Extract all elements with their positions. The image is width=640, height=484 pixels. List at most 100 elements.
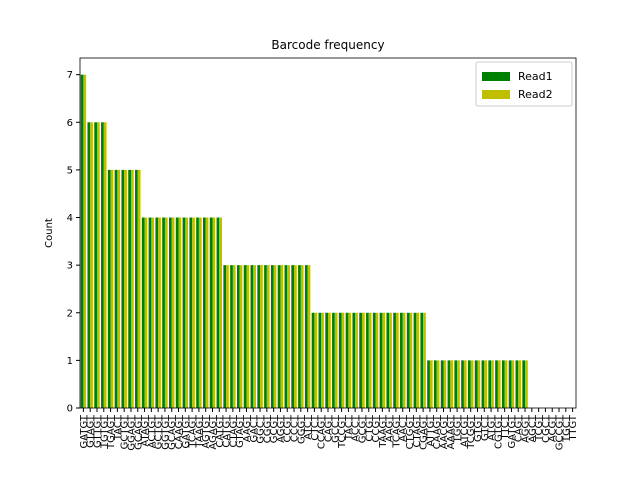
bar xyxy=(155,217,159,408)
bar xyxy=(205,217,209,408)
bar xyxy=(96,122,100,409)
x-tick-label: GATGT xyxy=(79,414,90,448)
bar xyxy=(366,312,369,408)
bar xyxy=(307,265,311,408)
x-tick-label: GGTGT xyxy=(160,414,171,450)
bar xyxy=(141,217,145,408)
bar xyxy=(420,312,424,408)
x-tick-label: TAAGT xyxy=(378,414,389,449)
x-tick-label: AACGT xyxy=(439,414,450,449)
bar xyxy=(429,360,433,408)
bar xyxy=(87,122,91,409)
x-tick-label: ATCT xyxy=(303,414,314,440)
bar xyxy=(291,265,295,408)
x-tick-label: GCTGT xyxy=(154,414,165,449)
bar xyxy=(461,360,464,408)
bar xyxy=(406,312,410,408)
bar xyxy=(484,360,487,408)
bar xyxy=(164,217,168,408)
bar xyxy=(182,217,186,408)
x-tick-label: CATGT xyxy=(222,414,233,448)
bar xyxy=(137,169,141,408)
bar xyxy=(409,312,413,408)
x-tick-label: CAAGT xyxy=(432,414,443,449)
bar xyxy=(508,360,512,408)
x-tick-label: TAAGT xyxy=(194,414,205,449)
x-tick-label: AAGT xyxy=(385,414,396,442)
bar xyxy=(395,312,399,408)
bar xyxy=(158,217,161,408)
bar xyxy=(325,312,328,408)
x-tick-label: TGTGT xyxy=(99,414,110,449)
y-tick-label: 3 xyxy=(67,261,73,272)
bar xyxy=(447,360,451,408)
bar xyxy=(232,265,236,408)
x-tick-label: ATTGT xyxy=(425,414,436,446)
bar xyxy=(359,312,362,408)
bar xyxy=(83,74,87,409)
y-tick-label: 6 xyxy=(67,118,73,129)
bar xyxy=(393,312,396,408)
bar xyxy=(382,312,386,408)
bar xyxy=(375,312,379,408)
bar xyxy=(130,169,134,408)
x-tick-label: TCAGT xyxy=(391,414,402,449)
chart-title: Barcode frequency xyxy=(271,38,384,52)
bar xyxy=(504,360,508,408)
bar xyxy=(501,360,505,408)
bar xyxy=(192,217,195,408)
bar xyxy=(270,265,274,408)
bar xyxy=(144,217,148,408)
x-tick-label: GCAGT xyxy=(133,414,144,450)
x-tick-label: ATCGT xyxy=(459,414,470,447)
x-tick-label: ACGT xyxy=(548,414,559,442)
x-tick-label: GCAGT xyxy=(167,414,178,450)
bar xyxy=(202,217,206,408)
y-tick-label: 4 xyxy=(67,213,73,224)
x-tick-label: TTCT xyxy=(500,414,511,440)
bar xyxy=(107,169,111,408)
x-tick-label: CAAGT xyxy=(174,414,185,449)
bar xyxy=(450,360,454,408)
plot-frame xyxy=(79,57,577,409)
bar xyxy=(474,360,478,408)
x-tick-label: GGCT xyxy=(256,414,267,443)
x-tick-label: TGGT xyxy=(453,414,464,443)
bar xyxy=(495,360,498,408)
bar xyxy=(416,312,420,408)
bar xyxy=(185,217,189,408)
bar xyxy=(488,360,492,408)
bar xyxy=(379,312,383,408)
bar xyxy=(341,312,345,408)
bar xyxy=(361,312,365,408)
x-tick-label: CCGT xyxy=(371,414,382,442)
bar xyxy=(287,265,290,408)
bar xyxy=(219,217,223,408)
bar xyxy=(457,360,460,408)
x-tick-label: GATGT xyxy=(507,414,518,448)
bar xyxy=(236,265,240,408)
x-tick-label: CGTGT xyxy=(493,414,504,449)
x-tick-label: GCCT xyxy=(330,414,341,443)
x-tick-label: CCGT xyxy=(283,414,294,442)
bar xyxy=(518,360,521,408)
bar xyxy=(277,265,281,408)
bar xyxy=(171,217,175,408)
x-tick-label: TACT xyxy=(113,414,124,441)
x-tick-label: CTAGT xyxy=(228,414,239,447)
bar xyxy=(162,217,165,408)
bar xyxy=(511,360,515,408)
x-tick-label: TCAGT xyxy=(188,414,199,449)
bar xyxy=(80,74,84,409)
bar xyxy=(470,360,474,408)
bar xyxy=(491,360,494,408)
y-tick-label: 0 xyxy=(67,404,73,415)
legend-label: Read2 xyxy=(518,88,553,101)
x-tick-label: CTCT xyxy=(310,414,321,440)
x-tick-label: GGAGT xyxy=(126,414,137,451)
bar xyxy=(196,217,199,408)
x-tick-label: CATGT xyxy=(215,414,226,448)
bar xyxy=(266,265,270,408)
x-tick-label: AGCT xyxy=(527,414,538,442)
bar xyxy=(348,312,352,408)
